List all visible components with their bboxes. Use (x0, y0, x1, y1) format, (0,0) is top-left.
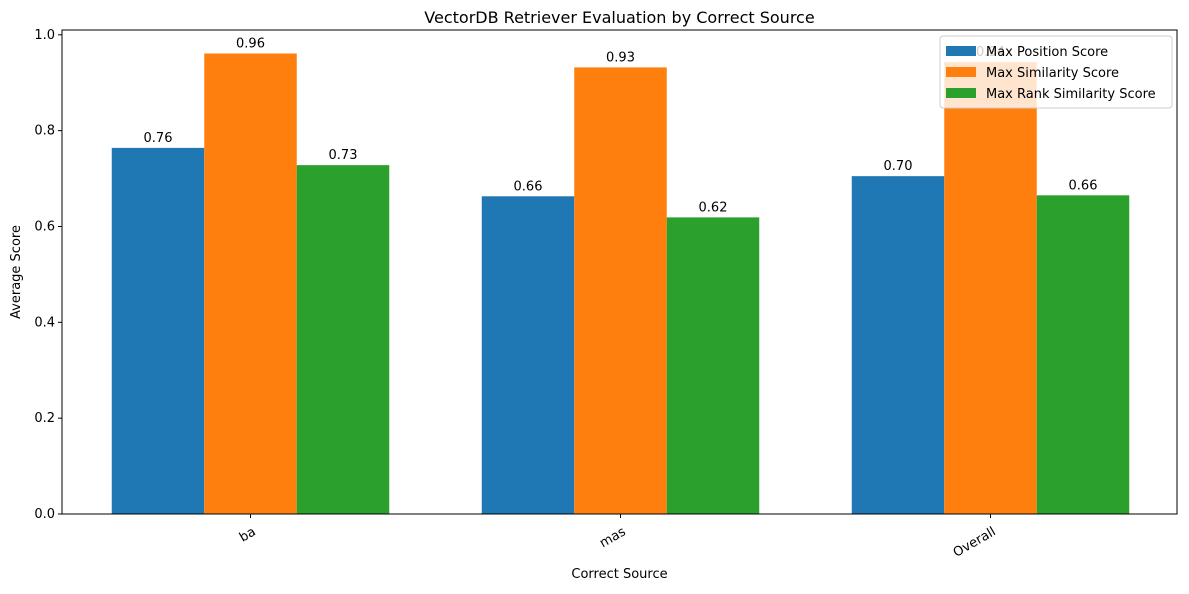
bar-ba-series-3 (296, 165, 390, 514)
bar-value-label: 0.76 (144, 131, 173, 146)
bar-value-label: 0.62 (699, 200, 728, 215)
legend: Max Position Score Max Similarity Score Ma… (939, 35, 1173, 109)
legend-entry-label: Max Similarity Score (986, 66, 1119, 81)
value-labels-layer: 0.760.660.700.960.930.940.730.620.66 (144, 36, 1098, 215)
y-tick-label: 0.4 (34, 315, 55, 330)
y-axis-label: Average Score (9, 225, 24, 319)
legend-swatch (946, 67, 976, 77)
legend-box (939, 35, 1173, 109)
y-tick-label: 0.2 (34, 411, 55, 426)
y-tick-label: 1.0 (34, 28, 55, 43)
bar-overall-series-3 (1036, 195, 1130, 515)
x-axis-label: Correct Source (571, 567, 667, 582)
x-tick-label: ba (237, 524, 259, 545)
bar-overall-series-2 (944, 62, 1037, 514)
bar-value-label: 0.66 (514, 179, 543, 194)
legend-entry-label: Max Rank Similarity Score (986, 87, 1156, 102)
y-tick-label: 0.0 (34, 507, 55, 522)
legend-swatch (946, 88, 976, 98)
x-tick-label: mas (597, 524, 628, 551)
bar-ba-series-1 (111, 147, 205, 515)
bar-overall-series-1 (851, 176, 945, 514)
bars-layer (111, 53, 1130, 515)
bar-value-label: 0.96 (236, 36, 265, 51)
bar-value-label: 0.66 (1069, 178, 1098, 193)
chart-title: VectorDB Retriever Evaluation by Correct… (424, 8, 814, 27)
bar-value-label: 0.70 (884, 159, 913, 174)
legend-swatch (946, 46, 976, 56)
bar-mas-series-3 (666, 217, 760, 514)
y-tick-label: 0.8 (34, 124, 55, 139)
y-tick-label: 0.6 (34, 219, 55, 234)
legend-entry-label: Max Position Score (986, 45, 1108, 60)
plot-frame (61, 29, 1178, 515)
bar-mas-series-1 (481, 196, 575, 514)
bar-value-label: 0.93 (606, 50, 635, 65)
bar-ba-series-2 (204, 53, 297, 514)
x-tick-label: Overall (951, 524, 999, 560)
bar-value-label: 0.73 (329, 148, 358, 163)
bar-mas-series-2 (574, 67, 667, 514)
